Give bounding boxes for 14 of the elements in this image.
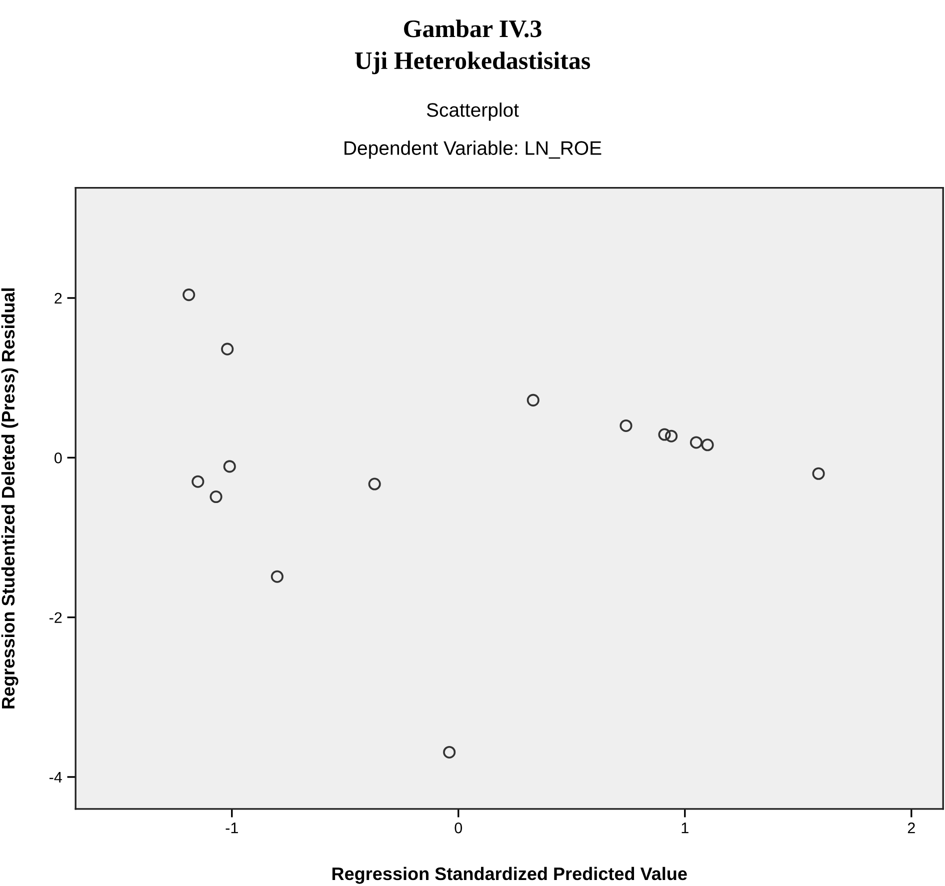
chart-title: Gambar IV.3	[404, 20, 542, 38]
x-tick-label: 2	[908, 822, 915, 834]
text: Scatterplot	[426, 102, 519, 121]
y-axis-title: Regression Studentized Deleted (Press) Residual	[1, 288, 18, 708]
x-tick-label: 0	[454, 822, 462, 834]
x-tick-label: -1	[226, 822, 238, 834]
text: Dependent Variable: LN_ROE	[344, 140, 602, 159]
y-tick-label: -4	[50, 772, 62, 783]
y-tick-label: 2	[54, 292, 62, 304]
chart-subtitle: Uji Heterokedastisitas	[354, 52, 590, 74]
y-tick-label: -2	[50, 612, 62, 623]
x-tick-label: 1	[682, 822, 688, 834]
x-axis-title: Regression Standardized Predicted Value	[332, 866, 687, 884]
y-tick-label: 0	[54, 452, 62, 464]
